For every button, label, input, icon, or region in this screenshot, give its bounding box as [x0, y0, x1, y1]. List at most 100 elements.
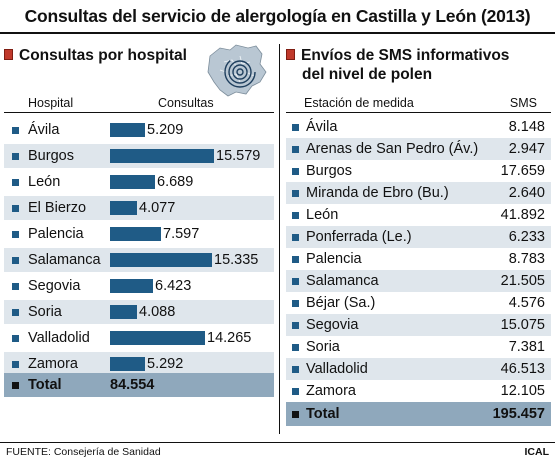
- hospital-name: Burgos: [28, 148, 74, 164]
- castilla-leon-map-icon: [207, 44, 267, 97]
- hospital-total-row: Total 84.554: [4, 373, 274, 397]
- hospital-total-value: 84.554: [110, 377, 155, 393]
- panel-divider: [279, 44, 280, 434]
- sms-panel: Envíos de SMS informativos del nivel de …: [286, 40, 551, 438]
- sms-column-header: SMS: [509, 96, 537, 110]
- hospital-row: León 6.689: [4, 170, 274, 194]
- row-bullet-icon: [292, 322, 299, 329]
- station-name: Ponferrada (Le.): [306, 229, 412, 245]
- sms-total-value: 195.457: [492, 406, 545, 422]
- row-bullet-icon: [292, 388, 299, 395]
- hospital-name: Palencia: [28, 226, 84, 242]
- hospital-row: Burgos 15.579: [4, 144, 274, 168]
- sms-total-label: Total: [306, 406, 340, 422]
- hospital-section-title: Consultas por hospital: [19, 47, 187, 64]
- sms-row: Ávila 8.148: [286, 116, 551, 138]
- sms-row: León 41.892: [286, 204, 551, 226]
- row-bullet-icon: [292, 190, 299, 197]
- sms-row: Salamanca 21.505: [286, 270, 551, 292]
- station-name: Burgos: [306, 163, 352, 179]
- sms-row: Valladolid 46.513: [286, 358, 551, 380]
- sms-value: 17.659: [500, 163, 545, 179]
- consultation-value: 6.423: [155, 278, 192, 294]
- sms-section-title-line2: del nivel de polen: [302, 66, 433, 83]
- hospital-section-header: Consultas por hospital: [4, 46, 187, 65]
- sms-row: Béjar (Sa.) 4.576: [286, 292, 551, 314]
- hospital-row: Segovia 6.423: [4, 274, 274, 298]
- consultation-value: 5.292: [147, 356, 184, 372]
- station-name: Zamora: [306, 383, 356, 399]
- row-bullet-icon: [292, 256, 299, 263]
- station-name: Valladolid: [306, 361, 368, 377]
- station-name: Segovia: [306, 317, 359, 333]
- consultation-value: 7.597: [163, 226, 200, 242]
- hospital-name: Segovia: [28, 278, 81, 294]
- total-bullet-icon: [292, 411, 299, 418]
- sms-row: Soria 7.381: [286, 336, 551, 358]
- row-bullet-icon: [292, 366, 299, 373]
- sms-value: 6.233: [508, 229, 545, 245]
- hospital-row: Palencia 7.597: [4, 222, 274, 246]
- row-bullet-icon: [292, 300, 299, 307]
- consultation-value: 15.579: [216, 148, 261, 164]
- hospital-name: Valladolid: [28, 330, 90, 346]
- hospital-row: Salamanca 15.335: [4, 248, 274, 272]
- header-rule: [4, 112, 274, 113]
- row-bullet-icon: [12, 153, 19, 160]
- consultation-bar: [110, 227, 161, 241]
- row-bullet-icon: [292, 168, 299, 175]
- hospital-consultations-panel: Consultas por hospital Hospital Consulta…: [4, 40, 274, 438]
- row-bullet-icon: [12, 361, 19, 368]
- consultation-bar: [110, 149, 214, 163]
- header-rule: [286, 112, 551, 113]
- row-bullet-icon: [12, 309, 19, 316]
- row-bullet-icon: [12, 179, 19, 186]
- row-bullet-icon: [12, 257, 19, 264]
- sms-value: 21.505: [500, 273, 545, 289]
- consultation-bar: [110, 279, 153, 293]
- hospital-name: El Bierzo: [28, 200, 87, 216]
- sms-value: 4.576: [508, 295, 545, 311]
- row-bullet-icon: [292, 146, 299, 153]
- section-marker-icon: [4, 49, 13, 60]
- sms-section-title-line1: Envíos de SMS informativos: [301, 47, 510, 64]
- sms-section-header: Envíos de SMS informativos del nivel de …: [286, 46, 509, 84]
- row-bullet-icon: [292, 212, 299, 219]
- page-title: Consultas del servicio de alergología en…: [0, 0, 555, 34]
- total-bullet-icon: [12, 382, 19, 389]
- row-bullet-icon: [292, 344, 299, 351]
- sms-row: Arenas de San Pedro (Áv.) 2.947: [286, 138, 551, 160]
- hospital-row: Zamora 5.292: [4, 352, 274, 376]
- row-bullet-icon: [12, 335, 19, 342]
- hospital-row: Soria 4.088: [4, 300, 274, 324]
- consultation-bar: [110, 123, 145, 137]
- footer-rule: [0, 442, 555, 443]
- consultation-bar: [110, 175, 155, 189]
- station-name: Salamanca: [306, 273, 379, 289]
- sms-total-row: Total 195.457: [286, 402, 551, 426]
- consultation-value: 4.088: [139, 304, 176, 320]
- sms-value: 46.513: [500, 361, 545, 377]
- hospital-name: Zamora: [28, 356, 78, 372]
- row-bullet-icon: [12, 127, 19, 134]
- hospital-name: Soria: [28, 304, 62, 320]
- sms-row: Palencia 8.783: [286, 248, 551, 270]
- sms-row: Burgos 17.659: [286, 160, 551, 182]
- sms-value: 2.640: [508, 185, 545, 201]
- sms-row: Miranda de Ebro (Bu.) 2.640: [286, 182, 551, 204]
- consultation-value: 15.335: [214, 252, 259, 268]
- row-bullet-icon: [292, 278, 299, 285]
- sms-value: 15.075: [500, 317, 545, 333]
- row-bullet-icon: [292, 124, 299, 131]
- sms-value: 41.892: [500, 207, 545, 223]
- row-bullet-icon: [292, 234, 299, 241]
- agency-credit: ICAL: [524, 446, 550, 458]
- sms-value: 8.783: [508, 251, 545, 267]
- sms-value: 7.381: [508, 339, 545, 355]
- consultation-bar: [110, 305, 137, 319]
- station-name: Soria: [306, 339, 340, 355]
- hospital-row: El Bierzo 4.077: [4, 196, 274, 220]
- station-name: Arenas de San Pedro (Áv.): [306, 141, 479, 157]
- hospital-column-header: Hospital: [28, 96, 74, 110]
- consultation-value: 5.209: [147, 122, 184, 138]
